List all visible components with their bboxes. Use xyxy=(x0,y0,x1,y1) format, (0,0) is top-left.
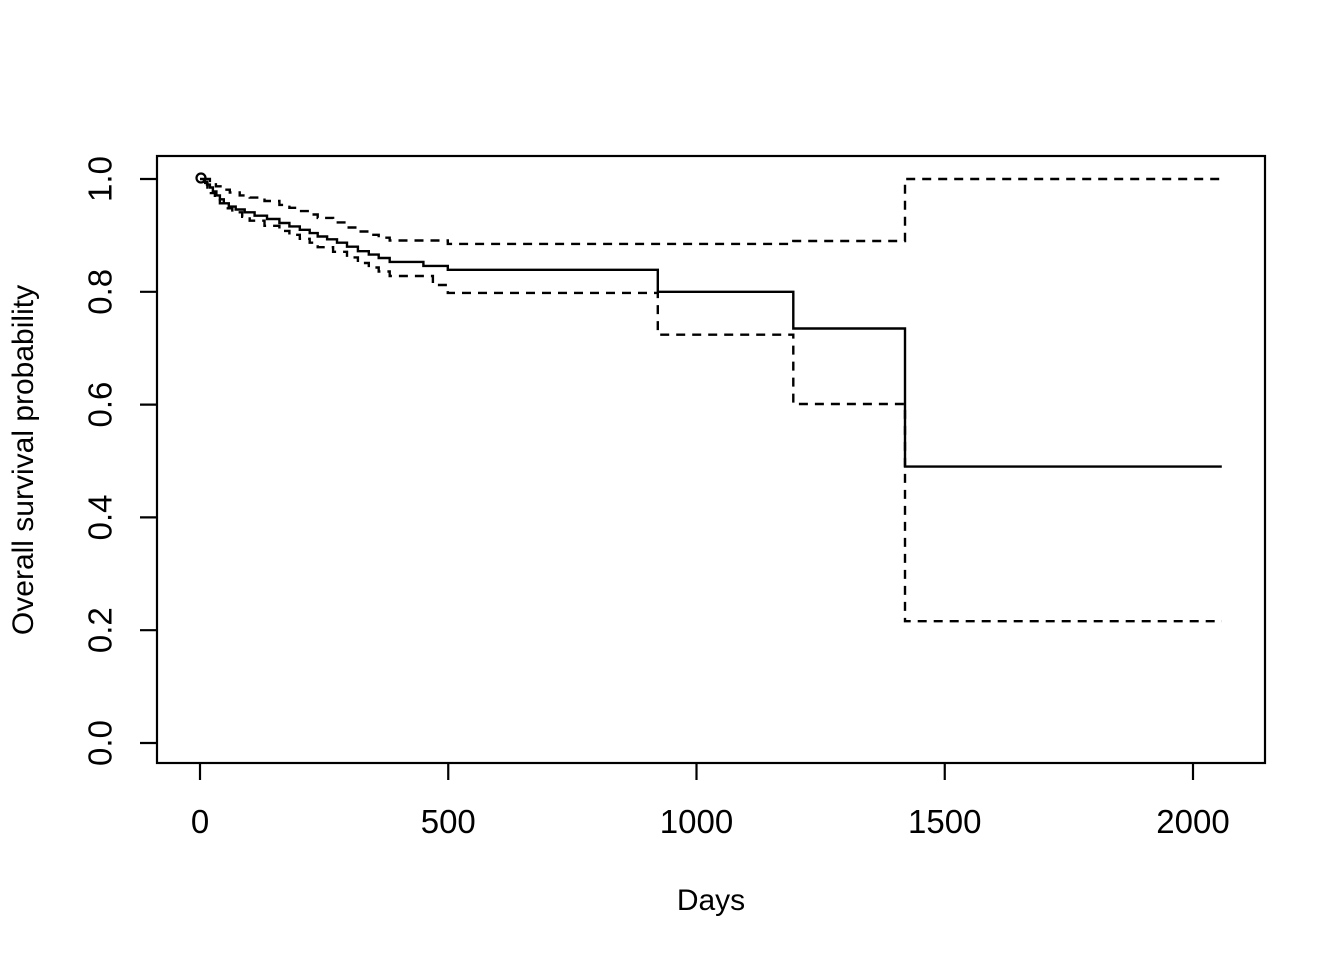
x-axis-title: Days xyxy=(677,884,745,917)
y-axis-title: Overall survival probability xyxy=(7,285,40,635)
survival-curves xyxy=(195,172,1222,623)
x-tick-label: 500 xyxy=(421,803,476,840)
y-tick-label: 0.2 xyxy=(82,607,119,653)
curve-overall-survival-estimate xyxy=(200,177,1222,468)
x-tick-label: 1000 xyxy=(660,803,733,840)
y-tick-label: 0.4 xyxy=(82,494,119,540)
start-point-open-circle-marker xyxy=(195,172,207,184)
curve-lower-95-confidence-band xyxy=(204,181,1222,623)
plot-area-border xyxy=(155,154,1267,765)
x-tick-label: 0 xyxy=(191,803,209,840)
y-axis: 0.0 0.2 0.4 0.6 0.8 1.0 xyxy=(82,156,157,766)
curve-upper-95-confidence-band xyxy=(204,177,1222,246)
y-tick-label: 0.0 xyxy=(82,720,119,766)
x-axis: 0 500 1000 1500 2000 xyxy=(191,763,1230,840)
x-tick-label: 1500 xyxy=(908,803,981,840)
y-tick-label: 0.8 xyxy=(82,269,119,315)
x-tick-label: 2000 xyxy=(1156,803,1229,840)
y-tick-label: 1.0 xyxy=(82,156,119,202)
y-tick-label: 0.6 xyxy=(82,382,119,428)
